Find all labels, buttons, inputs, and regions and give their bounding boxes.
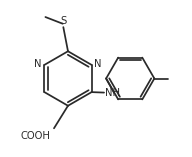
- Text: COOH: COOH: [21, 131, 51, 141]
- Text: S: S: [60, 16, 66, 26]
- Text: N: N: [34, 59, 42, 69]
- Text: NH: NH: [105, 88, 120, 98]
- Text: N: N: [94, 59, 102, 69]
